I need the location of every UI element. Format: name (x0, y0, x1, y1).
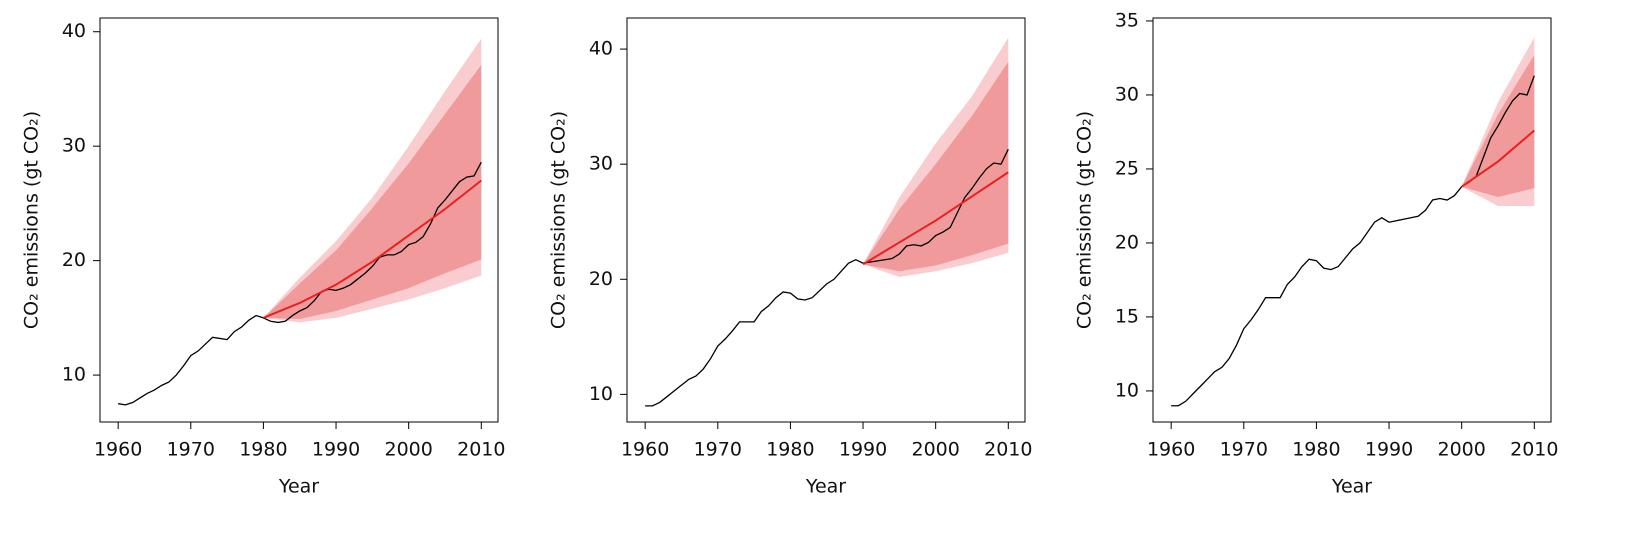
y-axis-label: CO₂ emissions (gt CO₂) (548, 111, 570, 329)
x-tick-label: 1980 (1292, 439, 1340, 461)
y-tick-label: 20 (62, 249, 86, 271)
y-tick-label: 30 (589, 153, 613, 175)
panel: 1960 1970 1980 1990 2000 2010101520253035Year… (1074, 9, 1559, 497)
panel: 1960 1970 1980 1990 2000 201010203040YearCO₂ … (548, 17, 1032, 498)
y-tick-label: 15 (1115, 305, 1139, 327)
x-tick-label: 2000 (1437, 439, 1485, 461)
panel: 1960 1970 1980 1990 2000 201010203040YearCO₂ … (21, 17, 505, 498)
x-tick-label: 1960 (94, 439, 142, 461)
x-tick-label: 1990 (839, 439, 887, 461)
y-tick-label: 20 (1115, 231, 1139, 253)
plot-frame (626, 17, 1026, 423)
forecast-line (263, 179, 482, 319)
y-axis-label: CO₂ emissions (gt CO₂) (1074, 111, 1096, 329)
y-tick-label: 40 (62, 20, 86, 42)
x-tick-label: 1980 (766, 439, 814, 461)
y-tick-label: 35 (1115, 9, 1139, 31)
x-tick-label: 2000 (384, 439, 432, 461)
y-tick-label: 10 (1115, 379, 1139, 401)
y-tick-label: 30 (1115, 83, 1139, 105)
x-axis-label: Year (805, 476, 846, 498)
forecast-line (1461, 129, 1535, 188)
plot-frame (1152, 17, 1552, 423)
y-tick-label: 40 (589, 38, 613, 60)
x-tick-label: 1980 (239, 439, 287, 461)
forecast-line (862, 171, 1009, 266)
observed-line (1171, 75, 1535, 407)
x-tick-label: 2000 (911, 439, 959, 461)
x-tick-label: 1970 (167, 439, 215, 461)
observed-line (645, 148, 1009, 407)
plot-frame (99, 17, 499, 423)
forecast-band (263, 64, 482, 319)
x-tick-label: 1960 (1147, 439, 1195, 461)
y-tick-label: 25 (1115, 157, 1139, 179)
x-axis-label: Year (278, 476, 319, 498)
x-tick-label: 2010 (1510, 439, 1558, 461)
x-tick-label: 1990 (1365, 439, 1413, 461)
x-tick-label: 2010 (457, 439, 505, 461)
observed-line (118, 161, 482, 406)
x-axis-label: Year (1331, 476, 1372, 498)
y-axis-label: CO₂ emissions (gt CO₂) (21, 111, 43, 329)
x-tick-label: 1970 (694, 439, 742, 461)
x-tick-label: 1970 (1220, 439, 1268, 461)
y-tick-label: 10 (62, 364, 86, 386)
x-tick-label: 1990 (312, 439, 360, 461)
x-tick-label: 1960 (621, 439, 669, 461)
forecast-band (863, 61, 1009, 272)
y-tick-label: 20 (589, 268, 613, 290)
x-tick-label: 2010 (984, 439, 1032, 461)
y-tick-label: 10 (589, 383, 613, 405)
y-tick-label: 30 (62, 135, 86, 157)
